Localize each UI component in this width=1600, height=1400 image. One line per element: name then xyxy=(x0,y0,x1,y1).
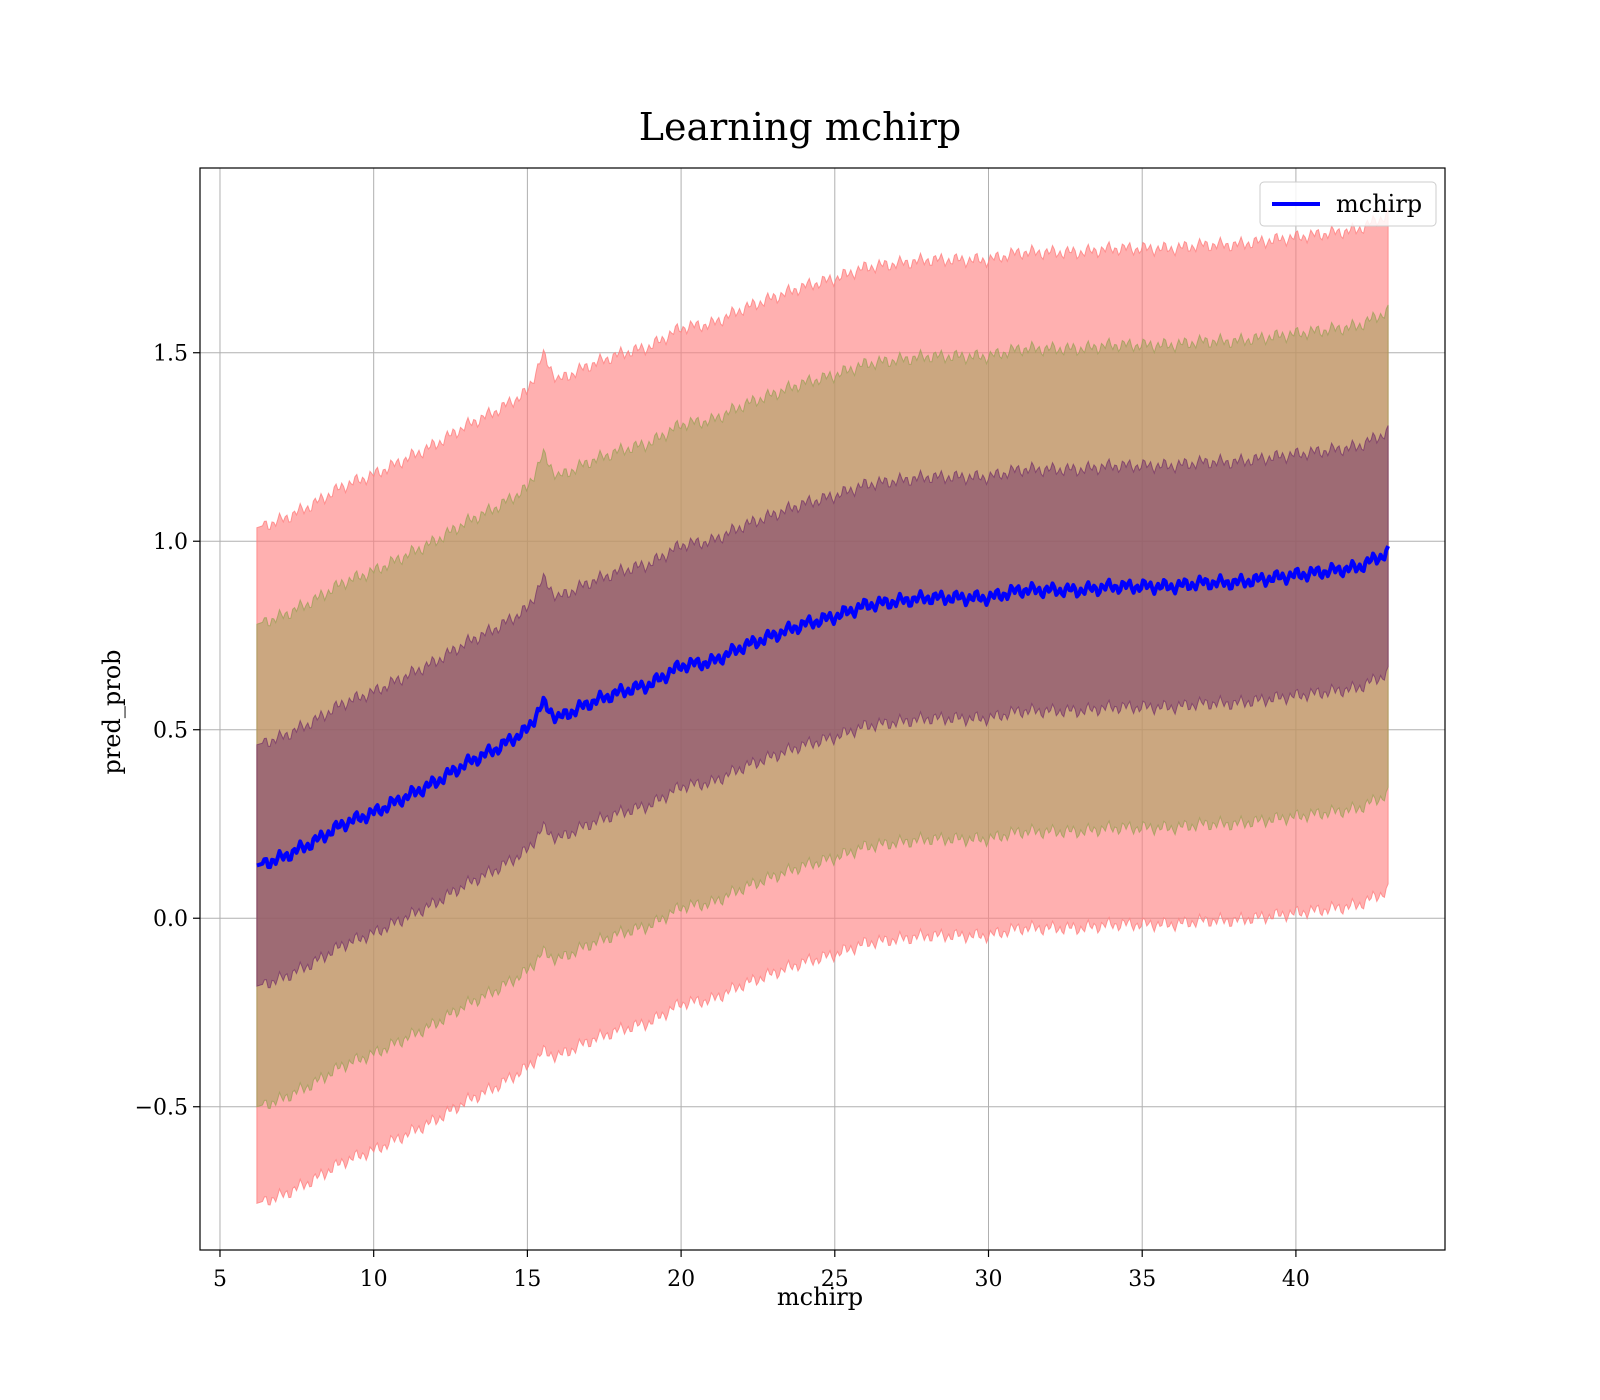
y-tick-label: −0.5 xyxy=(135,1096,188,1121)
plot-frame xyxy=(199,167,1446,1251)
x-tick-label: 25 xyxy=(821,1267,849,1292)
legend: mchirp xyxy=(1259,181,1437,227)
x-tick-label: 5 xyxy=(213,1267,227,1292)
chart-title: Learning mchirp xyxy=(639,105,961,149)
series-lines xyxy=(256,545,1390,870)
x-tick-label: 35 xyxy=(1128,1267,1156,1292)
x-tick-label: 30 xyxy=(975,1267,1003,1292)
x-tick-label: 15 xyxy=(513,1267,541,1292)
confidence-bands xyxy=(256,208,1389,1206)
y-axis-ticks: −0.5 0.0 0.5 1.0 1.5 xyxy=(135,342,200,1121)
y-tick-label: 1.5 xyxy=(153,342,188,367)
y-tick-label: 0.5 xyxy=(153,719,188,744)
x-tick-label: 40 xyxy=(1282,1267,1310,1292)
x-tick-label: 10 xyxy=(360,1267,388,1292)
series-line-mchirp xyxy=(256,545,1390,870)
y-axis-label: pred_prob xyxy=(98,649,126,774)
band-inner xyxy=(256,425,1389,989)
x-axis-ticks: 5 10 15 20 25 30 35 40 xyxy=(213,1250,1310,1292)
x-axis-label: mchirp xyxy=(777,1283,863,1311)
y-tick-label: 1.0 xyxy=(153,530,188,555)
y-tick-label: 0.0 xyxy=(153,907,188,932)
legend-box xyxy=(1259,181,1437,227)
x-tick-label: 20 xyxy=(667,1267,695,1292)
legend-label-mchirp: mchirp xyxy=(1336,190,1422,218)
